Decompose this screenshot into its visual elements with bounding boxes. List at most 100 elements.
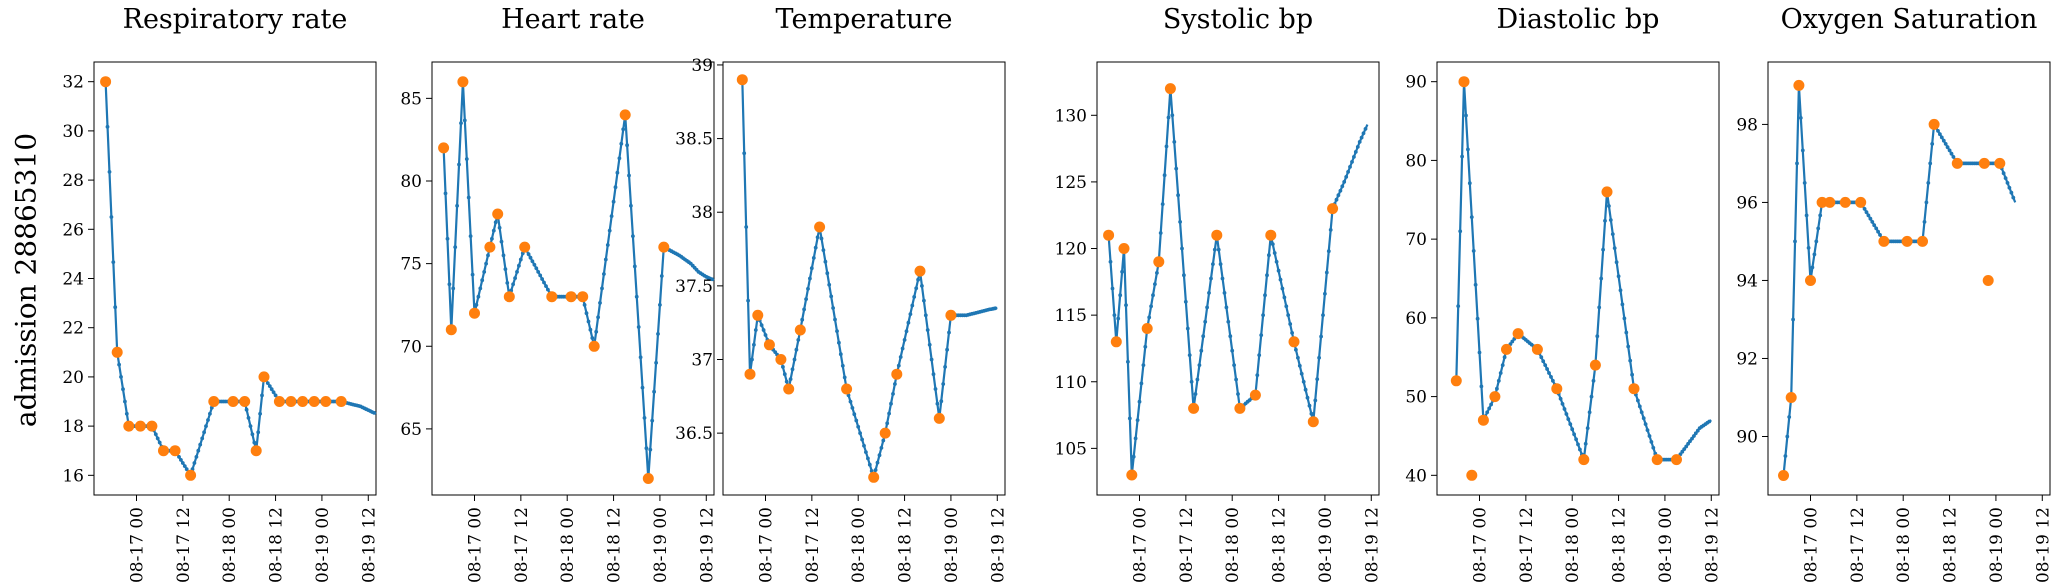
x-tick-label: 08-19 12 bbox=[1362, 507, 1382, 582]
interp-point bbox=[1326, 249, 1331, 254]
interp-point bbox=[929, 357, 934, 362]
observed-point bbox=[297, 396, 309, 407]
interp-point bbox=[1690, 436, 1694, 441]
interp-point bbox=[927, 342, 932, 347]
interp-point bbox=[474, 303, 479, 307]
interp-point bbox=[540, 277, 544, 281]
interp-point bbox=[1798, 116, 1803, 120]
observed-point bbox=[1824, 196, 1836, 208]
observed-point bbox=[100, 76, 112, 88]
interp-point bbox=[1612, 246, 1617, 251]
observed-point bbox=[1901, 235, 1913, 247]
interp-point bbox=[1471, 249, 1476, 253]
interp-point bbox=[196, 448, 201, 453]
x-tick-label: 08-19 12 bbox=[697, 507, 717, 582]
y-tick-label: 90 bbox=[1736, 427, 1758, 447]
panel-0: Respiratory rate 16 18 20 22 24 26 28 30 32 08-17 … bbox=[62, 4, 379, 582]
interp-point bbox=[916, 277, 920, 282]
interp-point bbox=[1926, 181, 1931, 185]
x-tick-label: 08-18 00 bbox=[558, 507, 578, 582]
y-tick-label: 92 bbox=[1736, 349, 1758, 369]
interp-point bbox=[815, 235, 820, 240]
interp-point bbox=[1924, 200, 1929, 205]
y-tick-label: 96 bbox=[1736, 193, 1758, 213]
x-tick-label: 08-18 12 bbox=[1270, 507, 1290, 582]
y-tick-label: 39 bbox=[691, 56, 713, 76]
interp-point bbox=[808, 276, 812, 281]
interp-point bbox=[644, 446, 649, 451]
interp-point bbox=[1284, 304, 1289, 309]
interp-point bbox=[829, 294, 834, 299]
interp-point bbox=[1346, 170, 1350, 174]
interp-point bbox=[910, 303, 915, 308]
interp-point bbox=[1338, 188, 1343, 193]
interp-point bbox=[2011, 195, 2016, 200]
interp-point bbox=[534, 266, 539, 271]
interp-point bbox=[1265, 273, 1269, 278]
x-tick-label: 08-17 12 bbox=[512, 507, 532, 582]
observed-point bbox=[933, 412, 945, 424]
interp-point bbox=[1212, 247, 1217, 252]
interp-point bbox=[1806, 246, 1811, 250]
chart-title: Heart rate bbox=[501, 4, 645, 35]
y-tick-label: 125 bbox=[1055, 173, 1087, 193]
x-tick-label: 08-18 12 bbox=[605, 507, 625, 582]
interp-point bbox=[605, 243, 610, 247]
interp-point bbox=[710, 277, 714, 282]
interp-point bbox=[2005, 181, 2010, 185]
y-tick-label: 20 bbox=[62, 368, 84, 388]
interp-point bbox=[447, 282, 452, 287]
interp-point bbox=[1180, 246, 1184, 251]
interp-point bbox=[1641, 416, 1646, 421]
observed-point bbox=[273, 396, 285, 407]
interp-point bbox=[1500, 363, 1505, 367]
x-tick-label: 08-18 12 bbox=[1610, 507, 1630, 582]
interp-point bbox=[1294, 347, 1298, 352]
interp-point bbox=[1707, 419, 1712, 424]
series-line bbox=[1455, 81, 1712, 461]
interp-point bbox=[451, 286, 456, 291]
observed-point bbox=[1211, 229, 1223, 241]
observed-point bbox=[1531, 343, 1543, 355]
interp-point bbox=[1608, 218, 1613, 222]
observed-point bbox=[1805, 275, 1816, 286]
chart-title: Temperature bbox=[776, 4, 953, 35]
y-tick-label: 130 bbox=[1055, 106, 1087, 126]
interp-point bbox=[198, 442, 203, 447]
interp-point bbox=[893, 382, 897, 386]
observed-point bbox=[1601, 186, 1613, 198]
interp-point bbox=[1816, 226, 1821, 231]
x-tick-label: 08-18 00 bbox=[1223, 507, 1243, 582]
interp-point bbox=[528, 255, 533, 260]
interp-point bbox=[1818, 213, 1823, 218]
interp-point bbox=[617, 156, 622, 161]
observed-point bbox=[1126, 469, 1138, 481]
observed-point bbox=[1578, 454, 1590, 466]
x-tick-label: 08-17 00 bbox=[1130, 507, 1150, 582]
observed-point bbox=[146, 420, 158, 432]
interp-point bbox=[584, 311, 589, 316]
interp-point bbox=[1560, 402, 1565, 406]
interp-point bbox=[470, 272, 475, 277]
interp-point bbox=[1296, 355, 1300, 360]
interp-point bbox=[947, 330, 951, 335]
interp-point bbox=[750, 357, 754, 362]
interp-point bbox=[204, 424, 208, 428]
interp-point bbox=[658, 303, 662, 307]
observed-point bbox=[619, 109, 631, 121]
y-tick-label: 98 bbox=[1736, 115, 1758, 135]
interp-point bbox=[586, 319, 591, 324]
interp-point bbox=[607, 228, 612, 233]
interp-point bbox=[1118, 293, 1123, 298]
x-tick-label: 08-19 00 bbox=[1656, 507, 1676, 582]
interp-point bbox=[590, 336, 595, 340]
interp-point bbox=[788, 377, 793, 381]
interp-point bbox=[904, 329, 909, 334]
interp-point bbox=[468, 234, 473, 239]
interp-point bbox=[1112, 313, 1117, 317]
interp-point bbox=[1878, 233, 1882, 237]
observed-point bbox=[1671, 454, 1682, 466]
interp-point bbox=[1562, 407, 1567, 411]
interp-point bbox=[800, 317, 805, 322]
interp-point bbox=[258, 411, 262, 416]
